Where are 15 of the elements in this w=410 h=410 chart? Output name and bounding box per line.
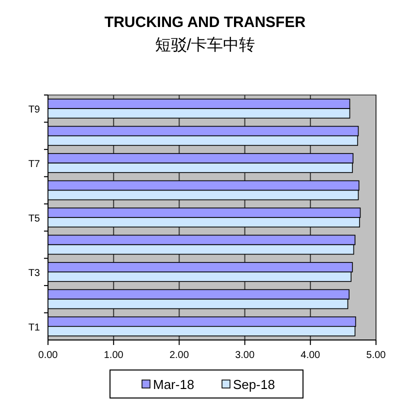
y-tick-label: T5 [28, 214, 40, 224]
chart-subtitle: 短驳/卡车中转 [154, 36, 256, 54]
y-tick-label: T9 [28, 104, 40, 116]
legend-label: Sep-18 [233, 377, 275, 392]
x-tick-label: 4.00 [300, 350, 321, 361]
legend-label: Mar-18 [153, 377, 194, 392]
y-tick-label: T7 [28, 159, 40, 170]
x-tick-label: 3.00 [235, 350, 255, 361]
chart-title: TRUCKING AND TRANSFER [104, 14, 306, 31]
x-tick-label: 2.00 [169, 350, 190, 361]
x-tick-label: 1.00 [104, 350, 124, 361]
x-tick-label: 5.00 [366, 350, 386, 361]
y-tick-label: T1 [28, 322, 40, 334]
y-tick-label: T3 [28, 268, 40, 279]
x-tick-label: 0.00 [38, 350, 58, 361]
